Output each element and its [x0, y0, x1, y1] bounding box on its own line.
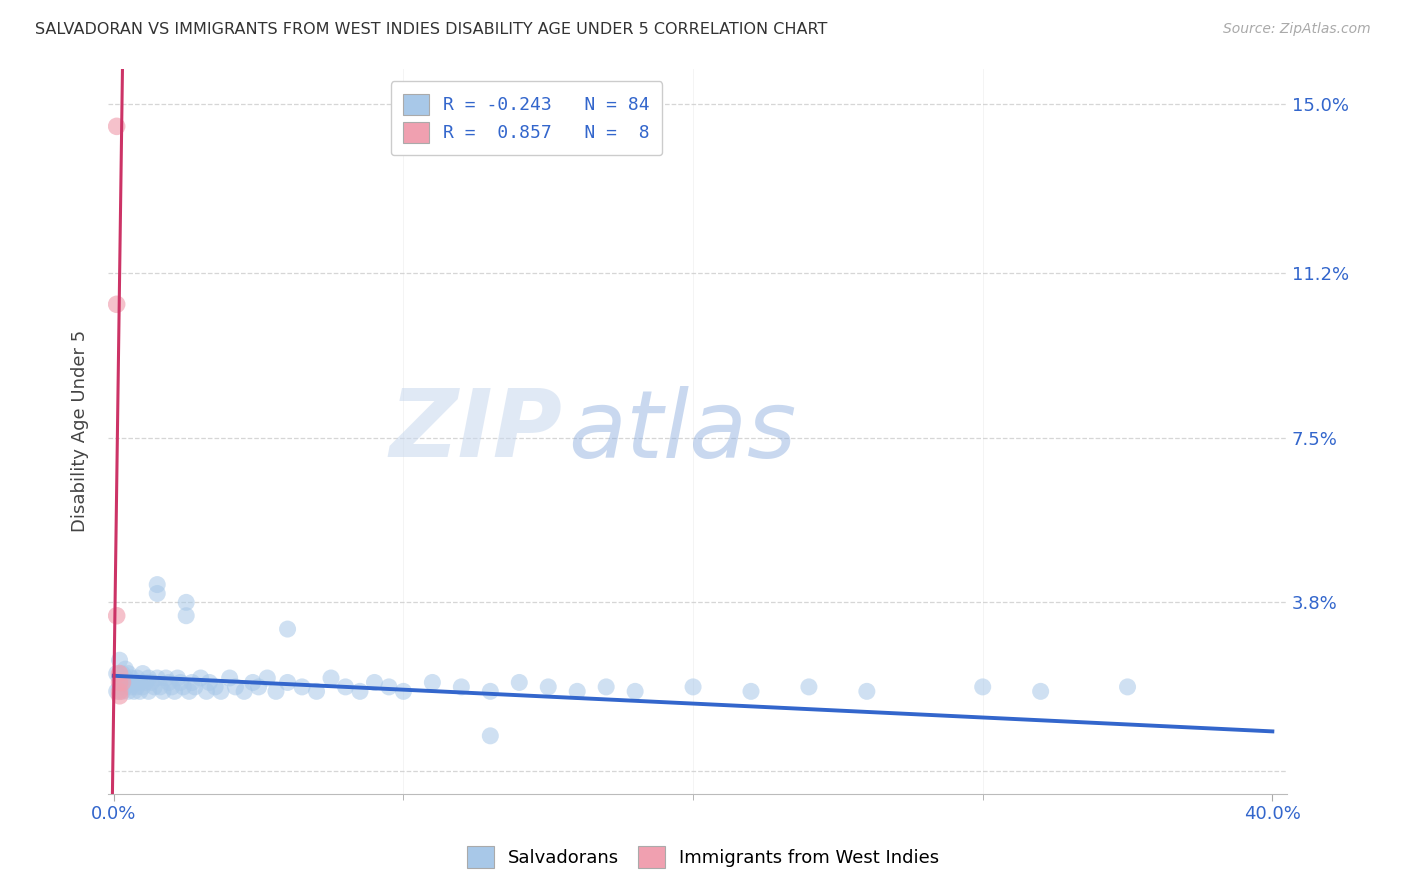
Point	[218, 671, 240, 685]
Point	[105, 684, 128, 698]
Point	[111, 666, 134, 681]
Point	[152, 684, 174, 698]
Point	[169, 675, 191, 690]
Point	[128, 675, 150, 690]
Point	[163, 684, 186, 698]
Point	[479, 729, 502, 743]
Point	[146, 586, 169, 600]
Point	[105, 297, 128, 311]
Point	[122, 684, 145, 698]
Point	[198, 675, 221, 690]
Point	[108, 684, 131, 698]
Point	[117, 666, 139, 681]
Point	[172, 680, 194, 694]
Point	[108, 689, 131, 703]
Point	[111, 675, 134, 690]
Point	[277, 622, 299, 636]
Point	[392, 684, 415, 698]
Point	[122, 675, 145, 690]
Point	[114, 680, 136, 694]
Point	[319, 671, 342, 685]
Point	[508, 675, 530, 690]
Point	[233, 684, 256, 698]
Point	[537, 680, 560, 694]
Point	[114, 662, 136, 676]
Point	[184, 680, 207, 694]
Point	[349, 684, 371, 698]
Point	[105, 666, 128, 681]
Point	[114, 671, 136, 685]
Point	[181, 675, 204, 690]
Point	[132, 666, 155, 681]
Point	[108, 671, 131, 685]
Point	[450, 680, 472, 694]
Point	[138, 684, 160, 698]
Point	[166, 671, 188, 685]
Point	[138, 671, 160, 685]
Point	[125, 671, 148, 685]
Legend: Salvadorans, Immigrants from West Indies: Salvadorans, Immigrants from West Indies	[456, 835, 950, 879]
Point	[335, 680, 357, 694]
Point	[141, 675, 163, 690]
Point	[1029, 684, 1052, 698]
Point	[128, 684, 150, 698]
Point	[108, 666, 131, 681]
Point	[108, 653, 131, 667]
Text: SALVADORAN VS IMMIGRANTS FROM WEST INDIES DISABILITY AGE UNDER 5 CORRELATION CHA: SALVADORAN VS IMMIGRANTS FROM WEST INDIE…	[35, 22, 828, 37]
Point	[277, 675, 299, 690]
Legend: R = -0.243   N = 84, R =  0.857   N =  8: R = -0.243 N = 84, R = 0.857 N = 8	[391, 81, 662, 155]
Point	[190, 671, 212, 685]
Point	[146, 671, 169, 685]
Point	[132, 680, 155, 694]
Point	[105, 120, 128, 134]
Point	[108, 675, 131, 690]
Point	[174, 608, 197, 623]
Point	[149, 680, 172, 694]
Point	[146, 577, 169, 591]
Point	[195, 684, 218, 698]
Point	[117, 675, 139, 690]
Text: Source: ZipAtlas.com: Source: ZipAtlas.com	[1223, 22, 1371, 37]
Point	[105, 608, 128, 623]
Point	[1116, 680, 1139, 694]
Point	[291, 680, 314, 694]
Point	[422, 675, 444, 690]
Point	[256, 671, 278, 685]
Point	[209, 684, 232, 698]
Point	[117, 684, 139, 698]
Y-axis label: Disability Age Under 5: Disability Age Under 5	[72, 330, 89, 533]
Point	[177, 684, 200, 698]
Point	[160, 680, 183, 694]
Point	[378, 680, 401, 694]
Point	[567, 684, 589, 698]
Point	[856, 684, 879, 698]
Point	[972, 680, 994, 694]
Point	[143, 680, 166, 694]
Point	[224, 680, 246, 694]
Text: atlas: atlas	[568, 385, 796, 476]
Point	[305, 684, 328, 698]
Point	[125, 680, 148, 694]
Point	[174, 595, 197, 609]
Point	[479, 684, 502, 698]
Point	[120, 680, 142, 694]
Point	[120, 671, 142, 685]
Point	[797, 680, 820, 694]
Point	[740, 684, 762, 698]
Point	[264, 684, 287, 698]
Point	[624, 684, 647, 698]
Point	[111, 675, 134, 690]
Point	[363, 675, 385, 690]
Point	[155, 671, 177, 685]
Point	[108, 680, 131, 694]
Point	[595, 680, 617, 694]
Point	[682, 680, 704, 694]
Point	[157, 675, 180, 690]
Point	[135, 675, 157, 690]
Point	[242, 675, 264, 690]
Text: ZIP: ZIP	[389, 385, 562, 477]
Point	[111, 684, 134, 698]
Point	[247, 680, 270, 694]
Point	[204, 680, 226, 694]
